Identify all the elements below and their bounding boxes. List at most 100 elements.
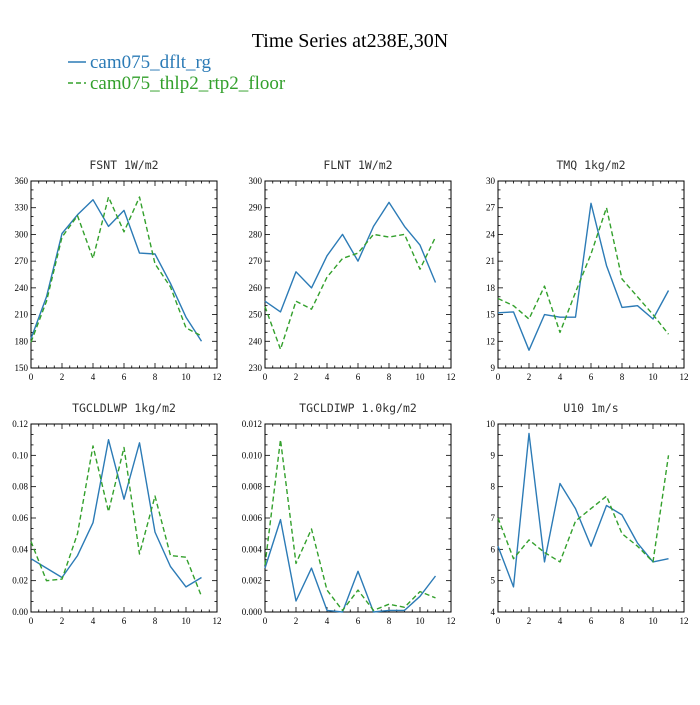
y-tick-label-0: 210: [15, 310, 29, 320]
series-line-floor-4: [264, 439, 436, 612]
y-tick-label-0: 330: [15, 203, 29, 213]
x-tick-label-1: 12: [447, 372, 456, 382]
y-tick-label-3: 0.02: [12, 576, 28, 586]
x-tick-label-0: 0: [29, 372, 34, 382]
y-tick-label-5: 4: [491, 607, 496, 617]
y-tick-label-3: 0.10: [12, 450, 28, 460]
y-tick-label-0: 360: [15, 176, 29, 186]
panel-title-0: FSNT 1W/m2: [89, 158, 158, 172]
y-tick-label-2: 18: [486, 283, 496, 293]
y-tick-label-3: 0.04: [12, 544, 28, 554]
y-tick-label-2: 27: [486, 203, 496, 213]
x-tick-label-3: 8: [153, 616, 158, 626]
x-tick-label-2: 4: [558, 372, 563, 382]
chart-panel-0: FSNT 1W/m2 0 2 4 6 8 10 12 150 180 210 240 270 300 330…: [15, 158, 222, 382]
x-tick-label-5: 4: [558, 616, 563, 626]
x-tick-label-1: 8: [387, 372, 392, 382]
y-tick-label-4: 0.000: [242, 607, 263, 617]
y-tick-label-2: 9: [491, 363, 496, 373]
x-tick-label-5: 8: [620, 616, 625, 626]
x-tick-label-1: 4: [325, 372, 330, 382]
legend-label-floor: cam075_thlp2_rtp2_floor: [90, 73, 286, 94]
y-tick-label-1: 300: [249, 176, 263, 186]
chart-panel-5: U10 1m/s 0 2 4 6 8 10 12 4 5 6 7 8 9 10: [486, 401, 689, 626]
x-tick-label-5: 2: [527, 616, 532, 626]
series-line-dflt-0: [30, 198, 203, 342]
y-tick-label-4: 0.012: [242, 419, 262, 429]
y-tick-label-4: 0.008: [242, 482, 263, 492]
series-line-floor-2: [497, 206, 670, 335]
series-line-dflt-3: [30, 439, 202, 588]
legend-label-dflt: cam075_dflt_rg: [90, 52, 212, 73]
y-tick-label-1: 260: [249, 283, 263, 293]
y-tick-label-4: 0.004: [242, 544, 263, 554]
chart-panel-1: FLNT 1W/m2 0 2 4 6 8 10 12 230 240 250 260 270 280 290…: [249, 158, 456, 382]
x-tick-label-5: 10: [649, 616, 659, 626]
x-tick-label-0: 6: [122, 372, 127, 382]
axis-frame-0: [30, 180, 218, 369]
y-tick-label-1: 280: [249, 229, 263, 239]
y-tick-label-2: 30: [486, 176, 496, 186]
y-tick-label-5: 5: [491, 576, 496, 586]
y-tick-label-5: 10: [486, 419, 496, 429]
x-tick-label-4: 10: [416, 616, 426, 626]
x-tick-label-5: 0: [496, 616, 501, 626]
series-line-dflt-5: [497, 432, 669, 588]
axis-frame-1: [264, 180, 452, 369]
y-tick-label-2: 15: [486, 310, 496, 320]
x-tick-label-5: 12: [680, 616, 689, 626]
x-tick-label-5: 6: [589, 616, 594, 626]
x-tick-label-0: 12: [213, 372, 222, 382]
y-tick-label-2: 24: [486, 229, 496, 239]
x-tick-label-3: 6: [122, 616, 127, 626]
x-tick-label-1: 10: [416, 372, 426, 382]
axis-frame-5: [497, 423, 685, 613]
x-tick-label-4: 12: [447, 616, 456, 626]
y-tick-label-2: 21: [486, 256, 495, 266]
series-line-floor-3: [30, 445, 203, 597]
x-tick-label-1: 0: [263, 372, 268, 382]
x-tick-label-3: 4: [91, 616, 96, 626]
x-tick-label-4: 0: [263, 616, 268, 626]
x-tick-label-2: 2: [527, 372, 532, 382]
series-line-floor-5: [497, 455, 670, 563]
x-tick-label-2: 12: [680, 372, 689, 382]
x-tick-label-3: 2: [60, 616, 65, 626]
y-tick-label-1: 240: [249, 336, 263, 346]
figure-title: Time Series at238E,30N: [252, 30, 448, 52]
y-tick-label-1: 290: [249, 203, 263, 213]
x-tick-label-2: 10: [649, 372, 659, 382]
y-tick-label-1: 250: [249, 310, 263, 320]
legend: cam075_dflt_rg cam075_thlp2_rtp2_floor: [68, 52, 286, 94]
y-tick-label-5: 6: [491, 544, 496, 554]
panel-title-2: TMQ 1kg/m2: [556, 158, 625, 172]
y-tick-label-0: 300: [15, 229, 29, 239]
series-line-dflt-1: [264, 201, 437, 313]
x-tick-label-3: 10: [182, 616, 192, 626]
x-tick-label-1: 6: [356, 372, 361, 382]
x-tick-label-3: 12: [213, 616, 222, 626]
x-tick-label-0: 2: [60, 372, 65, 382]
y-tick-label-1: 230: [249, 363, 263, 373]
x-tick-label-4: 2: [294, 616, 299, 626]
y-tick-label-3: 0.12: [12, 419, 28, 429]
x-tick-label-4: 6: [356, 616, 361, 626]
chart-panel-4: TGCLDIWP 1.0kg/m2 0 2 4 6 8 10 12 0.000 0.002 0.00…: [242, 401, 456, 626]
series-line-dflt-4: [264, 518, 437, 613]
series-line-floor-0: [30, 196, 202, 343]
x-tick-label-0: 4: [91, 372, 96, 382]
y-tick-label-4: 0.010: [242, 450, 263, 460]
series-line-floor-1: [264, 233, 437, 350]
x-tick-label-3: 0: [29, 616, 34, 626]
y-tick-label-2: 12: [486, 336, 495, 346]
y-tick-label-0: 270: [15, 256, 29, 266]
y-tick-label-0: 150: [15, 363, 29, 373]
x-tick-label-4: 8: [387, 616, 392, 626]
y-tick-label-3: 0.00: [12, 607, 28, 617]
panel-title-3: TGCLDLWP 1kg/m2: [72, 401, 176, 415]
series-line-dflt-2: [497, 202, 670, 351]
y-tick-label-4: 0.006: [242, 513, 263, 523]
y-tick-label-5: 7: [491, 513, 496, 523]
